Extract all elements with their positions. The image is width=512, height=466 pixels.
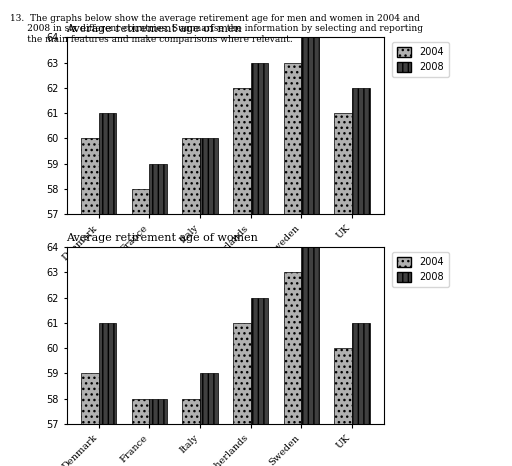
- Legend: 2004, 2008: 2004, 2008: [392, 42, 449, 77]
- Legend: 2004, 2008: 2004, 2008: [392, 252, 449, 287]
- Bar: [301, 37, 319, 466]
- Bar: [150, 164, 167, 466]
- Bar: [81, 373, 99, 466]
- Bar: [334, 113, 352, 466]
- Bar: [352, 323, 370, 466]
- Bar: [182, 399, 200, 466]
- Bar: [250, 62, 268, 466]
- Text: 13.  The graphs below show the average retirement age for men and women in 2004 : 13. The graphs below show the average re…: [10, 14, 423, 44]
- Bar: [182, 138, 200, 466]
- Bar: [301, 247, 319, 466]
- Bar: [334, 348, 352, 466]
- Bar: [81, 138, 99, 466]
- Bar: [99, 323, 116, 466]
- Bar: [250, 298, 268, 466]
- Text: Average retirement age of men: Average retirement age of men: [67, 24, 242, 34]
- Text: Average retirement age of women: Average retirement age of women: [67, 233, 259, 243]
- Bar: [284, 62, 301, 466]
- Bar: [352, 88, 370, 466]
- Bar: [99, 113, 116, 466]
- Bar: [233, 323, 250, 466]
- Bar: [200, 373, 218, 466]
- Bar: [200, 138, 218, 466]
- Bar: [132, 189, 150, 466]
- Bar: [284, 272, 301, 466]
- Bar: [132, 399, 150, 466]
- Bar: [150, 399, 167, 466]
- Bar: [233, 88, 250, 466]
